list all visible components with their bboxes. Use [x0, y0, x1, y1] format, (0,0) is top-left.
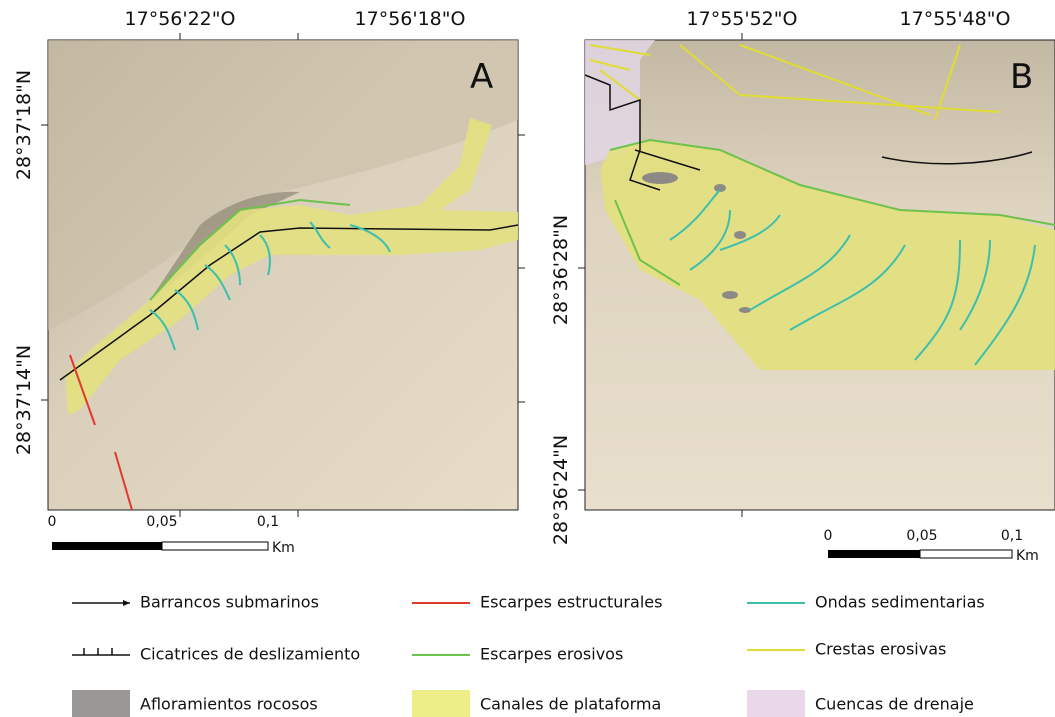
- panel-letter: B: [1010, 57, 1033, 97]
- panel-a: A 17°56'22"O 17°56'18"O 28°37'18"N 28°37…: [13, 8, 525, 556]
- scale-bar: [828, 550, 920, 558]
- legend-label: Cuencas de drenaje: [815, 695, 974, 714]
- scale-label: 0: [48, 514, 57, 530]
- lon-label: 17°56'22"O: [125, 8, 236, 30]
- legend-label: Cicatrices de deslizamiento: [140, 645, 360, 664]
- lon-label: 17°56'18"O: [355, 8, 466, 30]
- lon-label: 17°55'48"O: [900, 8, 1011, 30]
- lat-label: 28°36'24"N: [550, 435, 572, 545]
- scale-label: 0,05: [906, 528, 937, 544]
- legend-symbol: [72, 648, 130, 655]
- panel-b: B 17°55'52"O 17°55'48"O 28°36'28"N 28°36…: [550, 8, 1055, 564]
- lat-label: 28°37'14"N: [13, 345, 35, 455]
- scale-label: 0,1: [257, 514, 279, 530]
- legend-label: Canales de plataforma: [480, 695, 661, 714]
- lon-label: 17°55'52"O: [687, 8, 798, 30]
- legend-symbol: [123, 600, 130, 606]
- legend-symbol: [747, 690, 805, 717]
- legend-label: Escarpes estructurales: [480, 593, 662, 612]
- legend-label: Afloramientos rocosos: [140, 695, 318, 714]
- legend-label: Ondas sedimentarias: [815, 593, 985, 612]
- scale-unit: Km: [1016, 548, 1039, 564]
- legend: Barrancos submarinos Escarpes estructura…: [72, 593, 985, 717]
- legend-symbol: [412, 690, 470, 717]
- legend-label: Crestas erosivas: [815, 640, 946, 659]
- scale-unit: Km: [272, 540, 295, 556]
- legend-symbol: [72, 690, 130, 717]
- scale-label: 0,1: [1001, 528, 1023, 544]
- scale-label: 0,05: [146, 514, 177, 530]
- lat-label: 28°37'18"N: [13, 70, 35, 180]
- scale-bar: [920, 550, 1012, 558]
- lat-label: 28°36'28"N: [550, 215, 572, 325]
- scale-label: 0: [824, 528, 833, 544]
- scale-bar: [162, 542, 268, 550]
- panel-letter: A: [470, 57, 493, 97]
- scale-bar: [52, 542, 162, 550]
- legend-label: Escarpes erosivos: [480, 645, 623, 664]
- legend-label: Barrancos submarinos: [140, 593, 319, 612]
- figure: A 17°56'22"O 17°56'18"O 28°37'18"N 28°37…: [0, 0, 1055, 717]
